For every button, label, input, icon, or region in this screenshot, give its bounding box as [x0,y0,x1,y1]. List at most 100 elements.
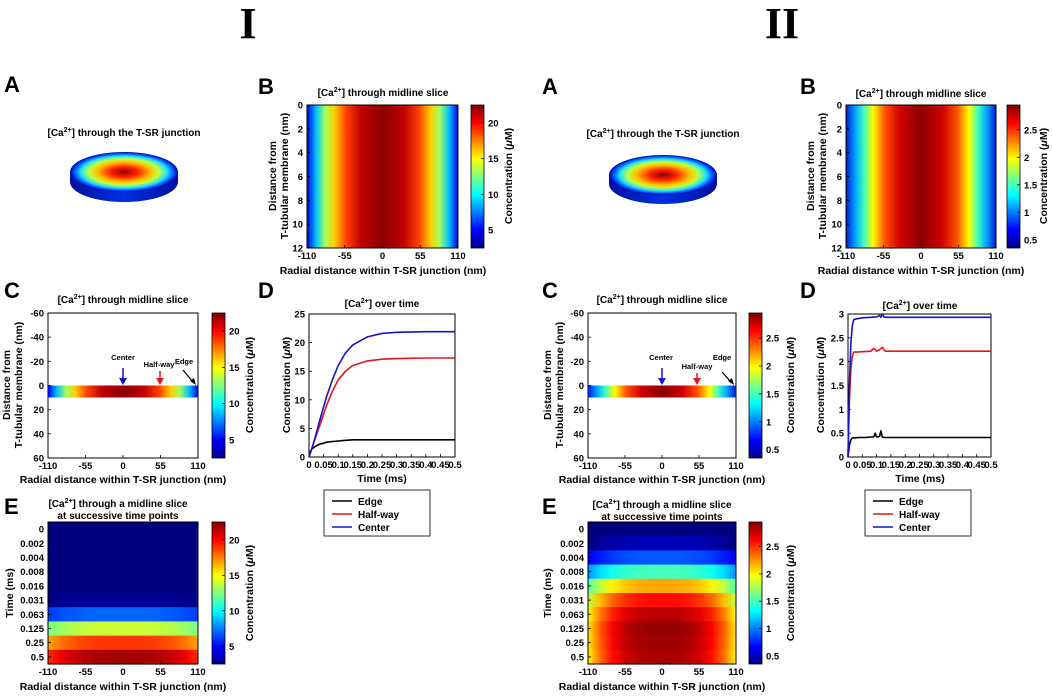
y-tick-label: 0.004 [20,553,44,564]
x-tick-label: -110 [298,251,317,262]
panel-letter-IIE: E [542,494,557,519]
panel-IC-colorbar [211,312,226,459]
y-tick-label: 1.5 [831,381,845,392]
annot-halfway-II: Half-way [682,362,714,371]
panel-IIB-title: [Ca2+] through midline slice [856,88,987,100]
colorbar-tick-label: 5 [488,226,494,237]
annot-center-II: Center [649,353,673,362]
panel-letter-IIC: C [542,278,558,303]
junction-disc-I [70,152,178,202]
y-tick-label: 0 [39,381,44,392]
x-tick-label: 55 [415,251,426,262]
heatmap-row [48,578,198,594]
panel-IE-heatmap [48,522,198,665]
x-tick-label: 55 [155,667,166,678]
heatmap-row [48,621,198,637]
x-tick-label: 0.45 [967,460,986,471]
panel-ID-ylabel: Concentration (μM) [281,337,293,433]
x-tick-label: -55 [618,667,632,678]
panel-IB-ylabel-1: Distance from [267,141,279,211]
y-tick-label: 20 [33,405,44,416]
y-tick-label: 0 [300,453,305,464]
y-tick-label: 0 [579,525,584,536]
y-tick-label: 10 [294,395,305,406]
panel-IIB-y-ticks: 0 2 4 6 8 10 12 [831,101,849,255]
panel-IIB-ylabel-1: Distance from [805,141,817,211]
panel-IIE-colorbar-label: Concentration (μM) [785,545,797,641]
colorbar-tick-label: 0.5 [766,651,780,662]
panel-IB-colorbar-ticks: 5 10 15 20 [481,118,499,237]
panel-IID-xlabel: Time (ms) [895,473,944,485]
panel-IIE-xlabel: Radial distance within T-SR junction (nm… [559,681,766,693]
x-tick-label: 110 [190,667,205,678]
panel-letter-IIB: B [800,74,816,99]
y-tick-label: 0.004 [560,553,584,564]
panel-IID-plot: 0 0.050.10.150.20.250.30.350.40.450.500.5… [831,310,999,472]
legend-center: Center [899,523,931,534]
panel-IE-x-ticks: -110 -55 0 55 110 [39,661,206,678]
x-tick-label: 0.05 [853,460,872,471]
y-tick-label: 0.016 [20,581,44,592]
panel-IB-x-ticks: -110 -55 0 55 110 [298,245,466,262]
panel-letter-IID: D [800,278,816,303]
colorbar-tick-label: 1 [766,624,772,635]
x-tick-label: 55 [694,461,705,472]
panel-ID-title: [Ca2+] over time [345,298,420,310]
panel-IIB-heatmap [846,105,996,248]
x-tick-label: 110 [728,667,743,678]
panel-IIC-slice-band [588,385,736,398]
panel-IIB-colorbar-ticks: 0.5 1 1.5 2 2.5 [1017,125,1038,246]
heatmap-row [588,522,736,537]
y-tick-label: 8 [298,196,303,207]
y-tick-label: -60 [570,309,584,320]
x-tick-label: -55 [338,251,352,262]
panel-IIE-colorbar-ticks: 0.5 1 1.5 2 2.5 [759,542,780,662]
y-tick-label: 0.5 [831,429,845,440]
y-tick-label: 2 [298,124,303,135]
x-tick-label: 0.35 [939,460,958,471]
section-II: A [Ca2+] through the T-SR junction B [Ca… [542,74,1050,693]
panel-IIE-x-ticks: -110 -55 0 55 110 [579,661,744,678]
panel-IC-ylabel-1: Distance from [1,350,13,420]
panel-IE-colorbar-label: Concentration (μM) [244,545,256,641]
x-tick-label: 0 [845,460,850,471]
panel-IIE-title-1: [Ca2+] through a midline slice [592,499,732,511]
series-line-center [847,313,991,458]
panel-IIB-xlabel: Radial distance within T-SR junction (nm… [818,265,1025,277]
x-tick-label: 110 [450,251,465,262]
annot-edge-II: Edge [713,353,731,362]
y-tick-label: 0.25 [26,638,45,649]
y-tick-label: 2 [839,357,844,368]
y-tick-label: 0.5 [31,652,45,663]
x-tick-label: 0.3 [390,460,403,471]
panel-IIE-title-2: at successive time points [601,512,723,523]
section-I: A [Ca2+] through the T-SR junction B [Ca… [1,72,515,693]
panel-letter-ID: D [258,278,274,303]
x-tick-label: 0.25 [373,460,392,471]
x-tick-label: 0 [918,251,923,262]
x-tick-label: 0.5 [984,460,998,471]
panel-IIA-title: [Ca2+] through the T-SR junction [587,128,740,140]
panel-IC-slice-band [48,385,198,398]
x-tick-label: -110 [579,461,598,472]
colorbar-tick-label: 10 [488,190,499,201]
y-tick-label: 0.125 [20,624,44,635]
panel-IIC-colorbar [748,312,763,459]
heatmap-row [588,607,736,622]
series-line-edge [847,429,991,458]
arrow-edge-I [182,369,194,383]
y-tick-label: 20 [294,338,305,349]
panel-IB-colorbar-label: Concentration (μM) [503,128,515,224]
heatmap-row [588,536,736,551]
y-tick-label: 0 [839,453,844,464]
x-tick-label: 0.05 [314,460,333,471]
heatmap-row [588,564,736,580]
panel-letter-IIA: A [542,74,558,99]
x-tick-label: -55 [79,461,93,472]
panel-IID-ylabel: Concentration (μM) [815,337,827,433]
x-tick-label: 0.15 [344,460,363,471]
panel-IC-ylabel-2: T-tubular membrane (nm) [13,322,25,449]
annot-center-I: Center [111,353,135,362]
x-tick-label: 0.1 [870,460,884,471]
